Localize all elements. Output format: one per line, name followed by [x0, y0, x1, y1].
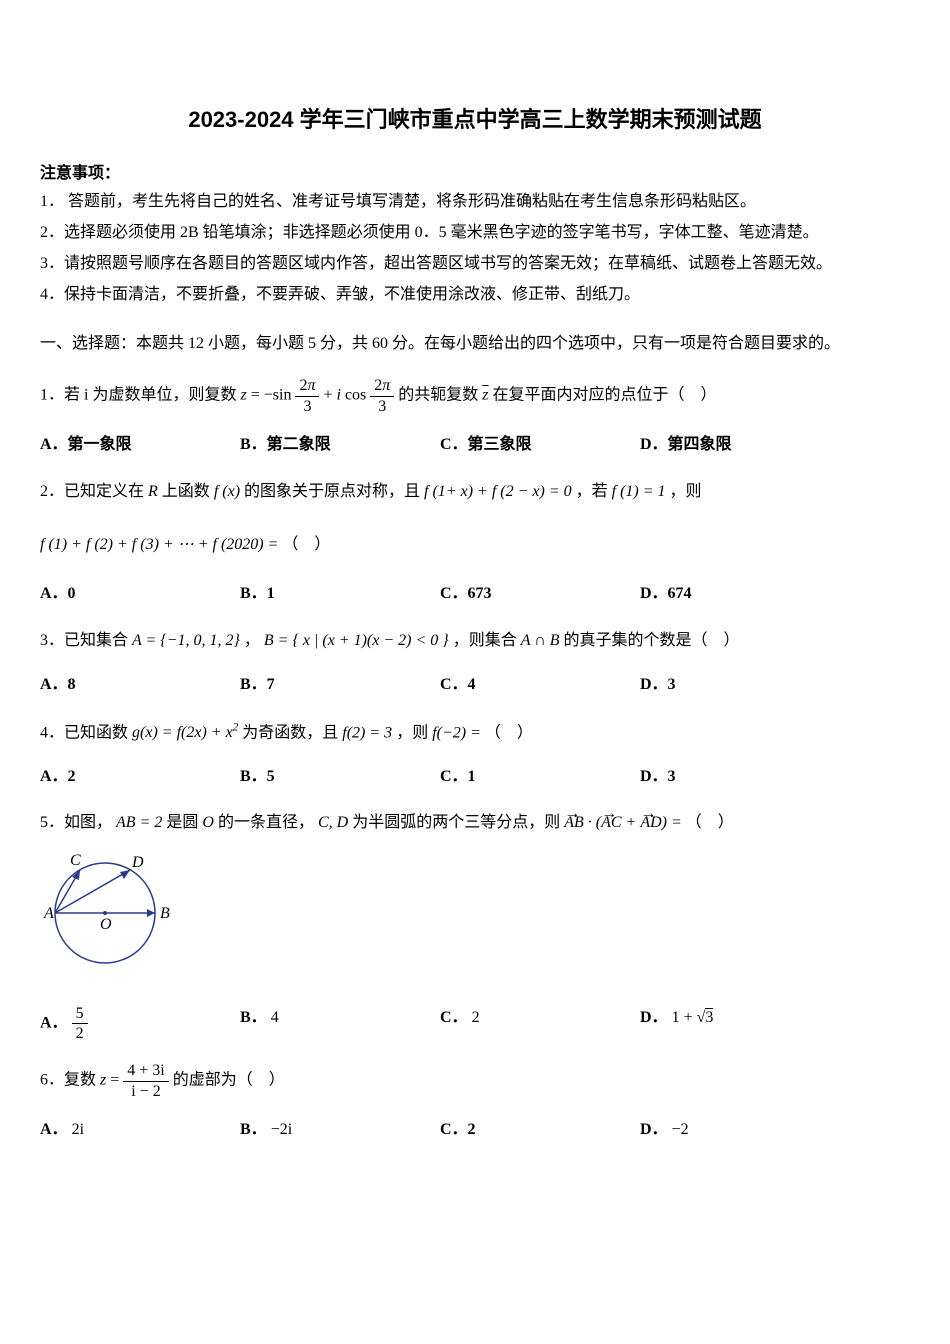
q2-mid3: ，若 — [576, 483, 612, 500]
q3-prefix: 3．已知集合 — [40, 632, 132, 649]
circle-diagram: A B C D O — [40, 853, 200, 978]
q3-setA: A = {−1, 0, 1, 2} — [132, 632, 240, 649]
q2-mid2: 的图象关于原点对称，且 — [244, 483, 424, 500]
q4-option-c[interactable]: C．1 — [440, 763, 640, 792]
notice-1: 1． 答题前，考生先将自己的姓名、准考证号填写清楚，将条形码准确粘贴在考生信息条… — [40, 188, 910, 217]
question-5: 5．如图， AB = 2 是圆 O 的一条直径， C, D 为半圆弧的两个三等分… — [40, 809, 910, 1043]
q4-option-b[interactable]: B．5 — [240, 763, 440, 792]
q2-eq1: f (1+ x) + f (2 − x) = 0 — [424, 483, 572, 500]
q2-option-d[interactable]: D．674 — [640, 580, 840, 609]
q5-option-d[interactable]: D． 1 + √3 — [640, 1004, 840, 1043]
q5-options: A． 52 B． 4 C． 2 D． 1 + √3 — [40, 1004, 910, 1043]
section-1-header: 一、选择题：本题共 12 小题，每小题 5 分，共 60 分。在每小题给出的四个… — [40, 330, 910, 359]
q2-fx: f (x) — [214, 483, 240, 500]
q2-options: A．0 B．1 C．673 D．674 — [40, 580, 910, 609]
q4-option-a[interactable]: A．2 — [40, 763, 240, 792]
q3-option-a[interactable]: A．8 — [40, 671, 240, 700]
q1-suffix: 在复平面内对应的点位于（ ） — [493, 387, 717, 404]
q1-options: A．第一象限 B．第二象限 C．第三象限 D．第四象限 — [40, 431, 910, 460]
q3-mid1: ， — [244, 632, 264, 649]
q4-suffix: （ ） — [485, 724, 533, 741]
q2-option-a[interactable]: A．0 — [40, 580, 240, 609]
q3-setB: B = { x | (x + 1)(x − 2) < 0 } — [264, 632, 449, 649]
q4-option-d[interactable]: D．3 — [640, 763, 840, 792]
q1-prefix: 1．若 — [40, 387, 80, 404]
q4-mid1: 为奇函数，且 — [242, 724, 342, 741]
q3-mid2: ，则集合 — [453, 632, 521, 649]
q5-O: O — [202, 814, 214, 831]
svg-text:O: O — [100, 916, 112, 933]
question-6: 6．复数 z = 4 + 3i i − 2 的虚部为（ ） A． 2i B． −… — [40, 1061, 910, 1144]
svg-text:A: A — [43, 905, 54, 922]
q1-mid1: 为虚数单位，则复数 — [92, 387, 236, 404]
svg-text:C: C — [70, 853, 81, 869]
q2-mid4: ，则 — [670, 483, 702, 500]
q2-sum: f (1) + f (2) + f (3) + ⋯ + f (2020) = — [40, 536, 282, 553]
q2-sum-suffix: （ ） — [282, 536, 330, 553]
q1-option-a[interactable]: A．第一象限 — [40, 431, 240, 460]
q1-mid2: 的共轭复数 — [398, 387, 478, 404]
notice-4: 4．保持卡面清洁，不要折叠，不要弄破、弄皱，不准使用涂改液、修正带、刮纸刀。 — [40, 281, 910, 310]
question-1: 1．若 i 为虚数单位，则复数 z = −sin 2π3 + i cos 2π3… — [40, 376, 910, 459]
q2-eq2: f (1) = 1 — [612, 483, 666, 500]
q4-mid2: ，则 — [396, 724, 432, 741]
q1-zbar: z — [482, 387, 488, 404]
q6-suffix: 的虚部为（ ） — [173, 1072, 285, 1089]
q2-option-c[interactable]: C．673 — [440, 580, 640, 609]
q2-prefix: 2．已知定义在 — [40, 483, 148, 500]
exam-title: 2023-2024 学年三门峡市重点中学高三上数学期末预测试题 — [40, 100, 910, 140]
question-3: 3．已知集合 A = {−1, 0, 1, 2} ， B = { x | (x … — [40, 627, 910, 700]
q2-option-b[interactable]: B．1 — [240, 580, 440, 609]
q2-mid1: 上函数 — [162, 483, 214, 500]
q4-f2: f(2) = 3 — [342, 724, 392, 741]
q1-option-b[interactable]: B．第二象限 — [240, 431, 440, 460]
svg-text:D: D — [131, 854, 144, 871]
notice-2: 2．选择题必须使用 2B 铅笔填涂；非选择题必须使用 0．5 毫米黑色字迹的签字… — [40, 219, 910, 248]
q5-mid2: 的一条直径， — [218, 814, 314, 831]
q5-option-a[interactable]: A． 52 — [40, 1004, 240, 1043]
q4-gx: g(x) = f(2x) + x2 — [132, 724, 238, 741]
q1-option-d[interactable]: D．第四象限 — [640, 431, 840, 460]
q5-mid3: 为半圆弧的两个三等分点，则 — [352, 814, 564, 831]
q5-CD: C, D — [318, 814, 348, 831]
q4-options: A．2 B．5 C．1 D．3 — [40, 763, 910, 792]
svg-text:B: B — [160, 905, 170, 922]
q1-option-c[interactable]: C．第三象限 — [440, 431, 640, 460]
q5-diagram: A B C D O — [40, 853, 910, 989]
q6-option-a[interactable]: A． 2i — [40, 1116, 240, 1145]
q3-options: A．8 B．7 C．4 D．3 — [40, 671, 910, 700]
q5-mid1: 是圆 — [166, 814, 202, 831]
q5-option-c[interactable]: C． 2 — [440, 1004, 640, 1043]
q4-prefix: 4．已知函数 — [40, 724, 132, 741]
notice-3: 3．请按照题号顺序在各题目的答题区域内作答，超出答题区域书写的答案无效；在草稿纸… — [40, 250, 910, 279]
q5-prefix: 5．如图， — [40, 814, 116, 831]
q1-expr: z = −sin 2π3 + i cos 2π3 — [240, 376, 394, 415]
q6-option-d[interactable]: D． −2 — [640, 1116, 840, 1145]
question-4: 4．已知函数 g(x) = f(2x) + x2 为奇函数，且 f(2) = 3… — [40, 718, 910, 792]
q6-option-c[interactable]: C．2 — [440, 1116, 640, 1145]
q6-expr: z = 4 + 3i i − 2 — [100, 1061, 169, 1100]
q3-option-b[interactable]: B．7 — [240, 671, 440, 700]
q4-fn2: f(−2) = — [432, 724, 485, 741]
q1-i: i — [84, 387, 88, 404]
q2-R: R — [148, 483, 158, 500]
q5-AB2: AB = 2 — [116, 814, 162, 831]
q5-suffix: （ ） — [686, 814, 734, 831]
q5-option-b[interactable]: B． 4 — [240, 1004, 440, 1043]
notice-header: 注意事项： — [40, 160, 910, 189]
q3-AcapB: A ∩ B — [521, 632, 560, 649]
q3-suffix: 的真子集的个数是（ ） — [564, 632, 740, 649]
q6-options: A． 2i B． −2i C．2 D． −2 — [40, 1116, 910, 1145]
question-2: 2．已知定义在 R 上函数 f (x) 的图象关于原点对称，且 f (1+ x)… — [40, 478, 910, 609]
q5-expr: →AB · (→AC + →AD) = — [564, 814, 686, 831]
q3-option-c[interactable]: C．4 — [440, 671, 640, 700]
q6-option-b[interactable]: B． −2i — [240, 1116, 440, 1145]
q3-option-d[interactable]: D．3 — [640, 671, 840, 700]
q6-prefix: 6．复数 — [40, 1072, 100, 1089]
